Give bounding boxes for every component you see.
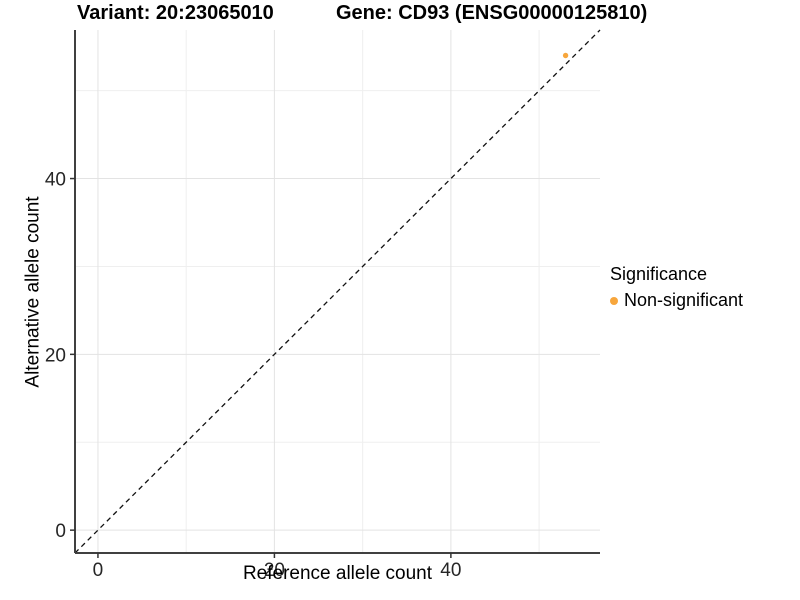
variant-title: Variant: 20:23065010 bbox=[77, 2, 274, 24]
y-tick-label: 0 bbox=[55, 521, 66, 542]
gene-title: Gene: CD93 (ENSG00000125810) bbox=[336, 2, 648, 24]
data-point bbox=[562, 52, 569, 59]
identity-dashed-line bbox=[74, 29, 601, 554]
x-tick-label: 40 bbox=[440, 560, 461, 581]
y-tick-label: 40 bbox=[45, 170, 66, 191]
legend-title: Significance bbox=[610, 264, 708, 284]
x-axis-title: Reference allele count bbox=[242, 563, 433, 584]
y-axis-title-box: Alternative allele count bbox=[22, 30, 46, 553]
legend-item-label: Non-significant bbox=[624, 290, 744, 310]
y-tick-label: 20 bbox=[45, 345, 66, 366]
legend: Significance Non-significant bbox=[610, 264, 743, 311]
x-tick-label: 0 bbox=[93, 560, 104, 581]
legend-point-swatch bbox=[610, 296, 618, 305]
legend-item: Non-significant bbox=[610, 290, 743, 311]
y-axis-title: Alternative allele count bbox=[23, 195, 45, 388]
x-tick-label: 20 bbox=[264, 560, 285, 581]
